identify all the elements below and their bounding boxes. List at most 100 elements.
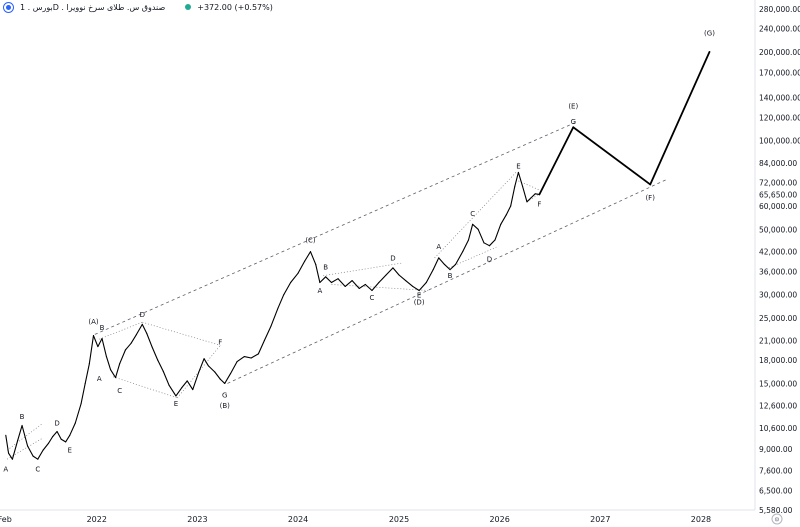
wave-label: D <box>487 255 492 263</box>
wave-label: D <box>390 254 395 262</box>
price-segment <box>229 360 238 375</box>
price-segment <box>337 278 346 288</box>
price-segment <box>47 436 54 444</box>
channel-line-1 <box>227 178 668 384</box>
price-tick-label: 10,600.00 <box>759 424 797 433</box>
price-segment <box>418 281 427 292</box>
price-tick-label: 30,000.00 <box>759 291 797 300</box>
wave-label: C <box>470 210 475 218</box>
price-segment <box>175 387 183 397</box>
price-tick-label: 15,000.00 <box>759 379 797 388</box>
price-segment <box>477 228 485 244</box>
price-segment <box>472 223 479 230</box>
wave-label: A <box>317 287 322 295</box>
price-segment <box>60 438 67 443</box>
price-segment <box>392 267 400 276</box>
price-segment <box>151 346 159 361</box>
price-segment <box>130 333 138 345</box>
price-segment <box>17 424 23 442</box>
wave-label: G <box>571 118 576 126</box>
wave-label: (G) <box>704 29 715 37</box>
price-segment <box>69 422 76 436</box>
wave-label: B <box>20 413 25 421</box>
symbol-icon[interactable] <box>3 1 14 13</box>
price-segment <box>309 251 317 266</box>
price-segment <box>530 193 536 199</box>
price-segment <box>283 281 292 296</box>
price-segment <box>214 371 221 380</box>
price-segment <box>162 370 170 386</box>
price-segment <box>325 276 332 284</box>
pattern-line-9 <box>434 172 517 259</box>
price-segment <box>319 276 327 284</box>
price-segment <box>168 384 177 397</box>
price-tick-label: 170,000.00 <box>759 69 800 78</box>
settings-glyph: ⚙ <box>774 517 779 524</box>
price-segment <box>438 257 446 266</box>
price-segment <box>21 424 29 447</box>
price-segment <box>84 363 90 384</box>
price-tick-label: 60,000.00 <box>759 202 797 211</box>
wave-label: E <box>516 163 520 171</box>
channel-lines <box>94 122 668 384</box>
wave-label: C <box>35 465 40 473</box>
price-segment <box>207 365 216 373</box>
wave-label: A <box>436 243 441 251</box>
price-segment <box>385 267 394 276</box>
price-tick-label: 240,000.00 <box>759 25 800 34</box>
wave-label: A <box>97 375 102 383</box>
projection-segment-2 <box>572 126 652 186</box>
wave-label: G <box>222 392 227 400</box>
pattern-line-6 <box>323 262 402 277</box>
price-segment <box>97 338 103 348</box>
time-tick-label: 2028 <box>691 515 711 524</box>
settings-icon[interactable] <box>771 513 783 525</box>
chart-header: بورس . 1D . صندوق س. طلای سرخ نوویرا +37… <box>0 0 300 14</box>
price-segment <box>412 285 420 292</box>
wave-labels: ABCDE(A)BACDEFG(B)(C)ABCDE(D)ABCDEFG(E)(… <box>3 29 715 473</box>
axis-settings[interactable]: ⚙ <box>771 513 783 525</box>
price-segment <box>378 274 387 284</box>
price-segment <box>37 449 44 460</box>
price-segment <box>304 251 312 262</box>
price-segment <box>364 283 373 292</box>
price-segment <box>443 263 451 271</box>
wave-label: B <box>100 324 105 332</box>
price-change: +372.00 (+0.57%) <box>197 2 273 12</box>
price-tick-label: 50,000.00 <box>759 225 797 234</box>
pattern-line-2 <box>99 321 143 340</box>
wave-label: C <box>370 294 375 302</box>
price-segment <box>74 403 82 424</box>
price-segment <box>11 440 19 460</box>
price-segment <box>135 323 143 335</box>
price-tick-label: 6,500.00 <box>759 486 793 495</box>
price-segment <box>405 280 414 288</box>
price-segment <box>330 278 339 284</box>
price-segment <box>192 372 200 391</box>
price-segment <box>27 445 34 457</box>
price-segment <box>65 434 71 443</box>
price-segment <box>181 380 188 389</box>
price-tick-label: 200,000.00 <box>759 48 800 57</box>
time-tick-label: 2022 <box>87 515 107 524</box>
time-axis[interactable]: Feb 2022 2023 2024 2025 2026 2027 2028 <box>0 515 711 524</box>
pattern-lines <box>6 172 540 460</box>
projection-segment-3 <box>649 50 711 186</box>
price-segment <box>92 335 99 348</box>
price-tick-label: 12,600.00 <box>759 402 797 411</box>
price-segment <box>105 356 112 371</box>
price-segment <box>315 263 321 284</box>
wave-label: B <box>323 264 328 272</box>
wave-label: (C) <box>305 237 316 245</box>
price-segment <box>526 197 532 203</box>
price-segment <box>270 307 279 327</box>
price-segment <box>351 280 360 290</box>
price-segment <box>521 185 528 203</box>
symbol-title[interactable]: بورس . 1D . صندوق س. طلای سرخ نوویرا <box>20 2 166 12</box>
price-tick-label: 100,000.00 <box>759 137 800 146</box>
price-axis[interactable]: 280,000.00 240,000.00 200,000.00 170,000.00… <box>759 5 800 515</box>
time-tick-label: 2027 <box>590 515 610 524</box>
price-segment <box>56 430 62 440</box>
price-tick-label: 280,000.00 <box>759 5 800 14</box>
